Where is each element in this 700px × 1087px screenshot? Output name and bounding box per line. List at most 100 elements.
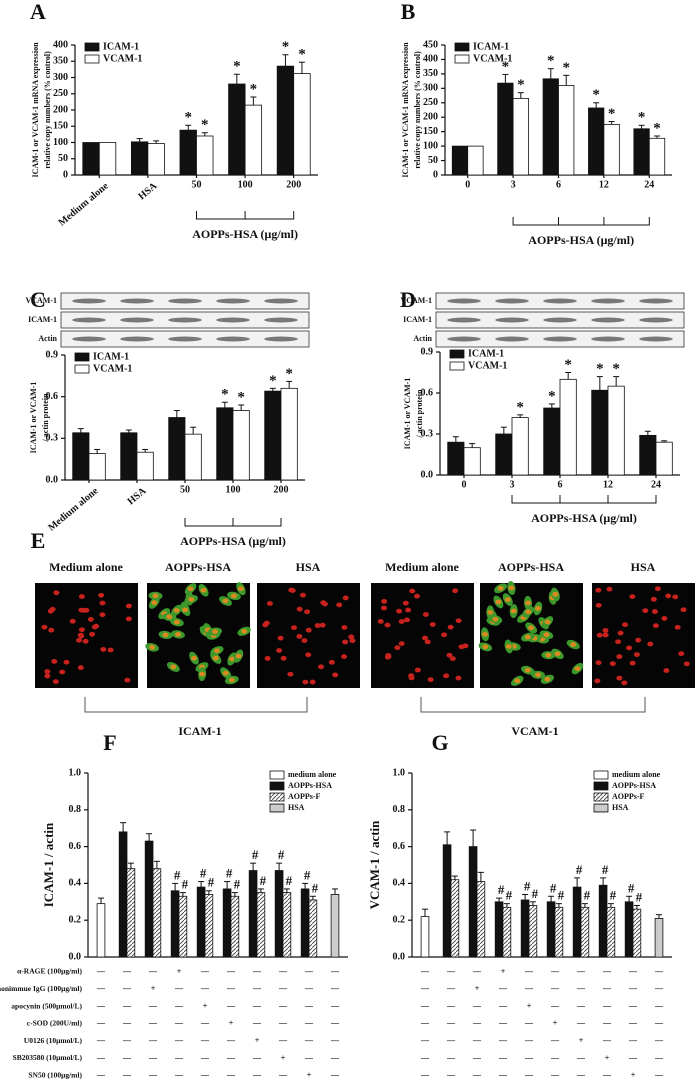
cell-nucleus: [665, 593, 672, 599]
blot-band: [264, 298, 298, 304]
bar: [136, 451, 154, 481]
treatment-mark: —: [330, 1053, 340, 1062]
cell-nucleus: [408, 673, 415, 679]
treatment-mark: —: [252, 984, 262, 993]
legend-swatch: [449, 349, 465, 359]
cell-nucleus: [287, 671, 294, 677]
treatment-label: SB203580 (10μmol/L): [13, 1053, 83, 1062]
legend-swatch: [593, 803, 609, 813]
cell-nucleus: [602, 628, 609, 633]
cell-nucleus: [78, 627, 85, 633]
blot-label: Actin: [38, 334, 57, 343]
treatment-mark: —: [304, 1019, 314, 1028]
cell-nucleus: [414, 667, 421, 673]
treatment-mark: —: [498, 984, 508, 993]
bar: [511, 417, 529, 476]
treatment-mark: —: [122, 1053, 132, 1062]
treatment-mark: —: [602, 1036, 612, 1045]
cell-nucleus: [75, 637, 82, 643]
cell-nucleus: [524, 667, 531, 673]
treatment-mark: —: [226, 1053, 236, 1062]
cell-nucleus: [384, 622, 391, 628]
cell-nucleus: [318, 664, 325, 670]
x-tick-label: 6: [558, 479, 563, 490]
cell-nucleus: [174, 631, 181, 637]
bar: [606, 906, 616, 958]
cell-nucleus: [495, 599, 502, 605]
cell-nucleus: [626, 645, 633, 651]
y-tick-label: 300: [423, 83, 438, 94]
legend-label: AOPPs-F: [612, 792, 645, 801]
treatment-mark: —: [498, 1019, 508, 1028]
cell-nucleus: [319, 622, 326, 628]
treatment-mark: —: [420, 1019, 430, 1028]
treatment-mark: —: [446, 1071, 456, 1080]
cell-nucleus: [535, 672, 542, 678]
y-tick-label: 0.6: [46, 391, 59, 402]
bar: [654, 917, 664, 958]
significance-marker: #: [558, 888, 565, 903]
image-title: Medium alone: [385, 560, 459, 574]
significance-marker: #: [286, 873, 293, 888]
x-tick-label: 50: [180, 484, 190, 495]
micrograph: [257, 583, 360, 688]
treatment-mark: +: [553, 1019, 558, 1028]
cell-nucleus: [514, 678, 521, 684]
blot-band: [639, 336, 673, 342]
cell-nucleus: [404, 617, 411, 623]
blot-band: [264, 336, 298, 342]
cell-nucleus: [534, 606, 541, 611]
blot-band: [639, 317, 673, 323]
bar: [98, 142, 117, 176]
cell-nucleus: [616, 675, 623, 681]
treatment-mark: —: [148, 1019, 158, 1028]
bracket: [184, 518, 282, 527]
image-title: Medium alone: [49, 560, 123, 574]
cell-nucleus: [187, 586, 194, 592]
significance-marker: #: [506, 888, 513, 903]
y-axis-label: relative copy numbers (% control): [413, 51, 422, 169]
treatment-mark: —: [200, 984, 210, 993]
bar: [144, 840, 154, 958]
legend-label: ICAM-1: [473, 41, 509, 52]
cell-nucleus: [89, 631, 96, 637]
cell-nucleus: [595, 587, 602, 593]
image-title: AOPPs-HSA: [165, 560, 231, 574]
significance-marker: #: [182, 877, 189, 892]
treatment-label: c-SOD (200U/ml): [27, 1019, 83, 1028]
bar: [655, 441, 673, 476]
treatment-mark: +: [527, 1001, 532, 1010]
cell-nucleus: [53, 590, 60, 596]
y-tick-label: 0.8: [69, 804, 82, 815]
treatment-mark: —: [330, 1071, 340, 1080]
treatment-mark: +: [579, 1036, 584, 1045]
y-tick-label: 0.6: [393, 841, 406, 852]
x-tick-label: 12: [603, 479, 613, 490]
cell-nucleus: [99, 612, 106, 618]
significance-marker: *: [608, 106, 616, 122]
bar: [607, 385, 625, 476]
bar: [528, 905, 538, 958]
cell-nucleus: [394, 645, 401, 651]
y-tick-label: 0.9: [421, 346, 434, 357]
bar: [179, 129, 197, 176]
legend-label: HSA: [612, 803, 629, 812]
panel-letter: B: [401, 0, 416, 24]
cell-nucleus: [674, 624, 681, 630]
cell-nucleus: [44, 669, 51, 674]
treatment-mark: —: [122, 1001, 132, 1010]
cell-nucleus: [446, 652, 453, 658]
cell-nucleus: [277, 635, 284, 641]
significance-marker: #: [584, 888, 591, 903]
treatment-mark: —: [446, 984, 456, 993]
y-tick-label: 150: [423, 126, 438, 137]
treatment-mark: —: [148, 1001, 158, 1010]
legend-label: VCAM-1: [468, 360, 507, 371]
y-tick-label: 250: [423, 97, 438, 108]
x-axis-label: AOPPs-HSA (μg/ml): [531, 511, 637, 525]
cell-nucleus: [524, 634, 531, 640]
legend-swatch: [454, 54, 470, 64]
significance-marker: #: [576, 862, 583, 877]
y-tick-label: 0.0: [421, 469, 434, 480]
cell-nucleus: [296, 634, 303, 639]
